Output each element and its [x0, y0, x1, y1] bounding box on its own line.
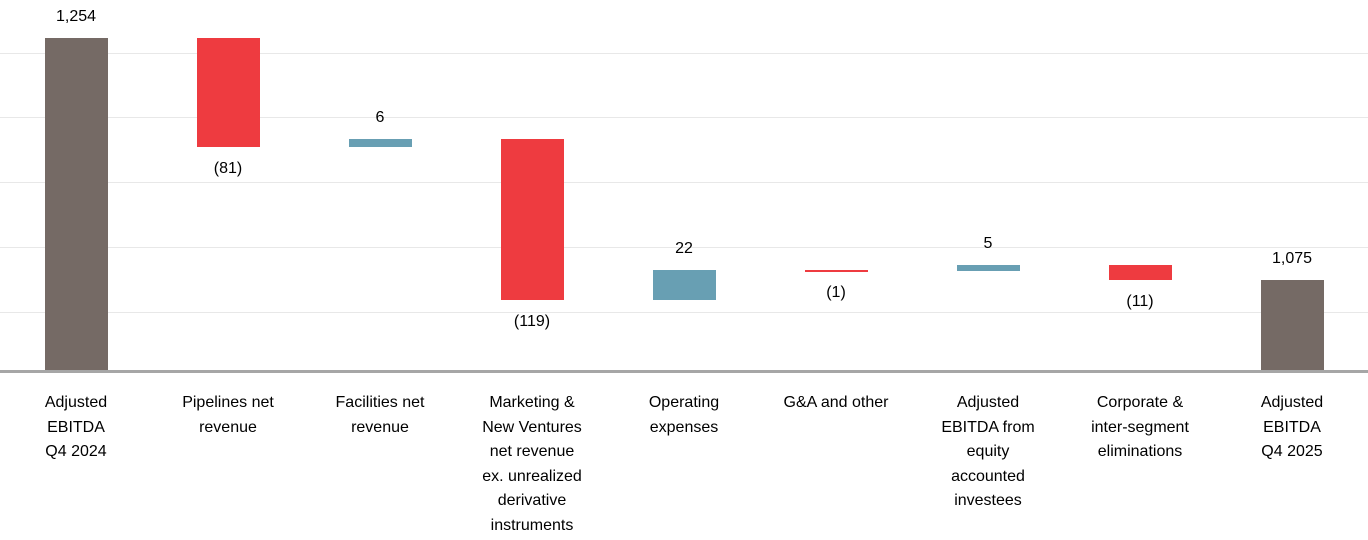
x-axis-line [0, 370, 1368, 373]
gridline [0, 311, 1368, 313]
category-label-pipelines-net-revenue: Pipelines net revenue [182, 394, 274, 436]
waterfall-bar-corporate-intersegment-eliminations [1108, 264, 1172, 280]
category-label-marketing-new-ventures-net-revenue: Marketing & New Ventures net revenue ex.… [482, 394, 582, 534]
waterfall-bar-marketing-new-ventures-net-revenue [500, 139, 564, 300]
value-label-marketing-new-ventures-net-revenue: (119) [513, 312, 551, 330]
value-label-adjusted-ebitda-q4-2025: 1,075 [1271, 249, 1313, 267]
waterfall-bar-operating-expenses [652, 270, 716, 300]
value-label-corporate-intersegment-eliminations: (11) [1126, 292, 1154, 310]
value-label-operating-expenses: 22 [675, 240, 693, 258]
waterfall-bar-adjusted-ebitda-q4-2024 [44, 37, 108, 370]
category-label-adjusted-ebitda-q4-2025: Adjusted EBITDA Q4 2025 [1260, 394, 1324, 460]
waterfall-bar-adjusted-ebitda-q4-2025 [1260, 279, 1324, 370]
value-label-adjusted-ebitda-q4-2024: 1,254 [55, 7, 97, 25]
gridline [0, 117, 1368, 119]
category-label-adjusted-ebitda-q4-2024: Adjusted EBITDA Q4 2024 [44, 394, 108, 460]
value-label-facilities-net-revenue: 6 [375, 109, 385, 127]
waterfall-bar-adjusted-ebitda-equity-investees [956, 264, 1020, 272]
waterfall-bar-facilities-net-revenue [348, 139, 412, 148]
category-label-ga-and-other: G&A and other [783, 394, 889, 411]
value-label-pipelines-net-revenue: (81) [213, 160, 243, 178]
category-label-adjusted-ebitda-equity-investees: Adjusted EBITDA from equity accounted in… [941, 394, 1035, 509]
gridline [0, 247, 1368, 248]
waterfall-bar-ga-and-other [804, 270, 868, 273]
category-label-corporate-intersegment-eliminations: Corporate & inter-segment eliminations [1091, 394, 1189, 460]
category-label-facilities-net-revenue: Facilities net revenue [335, 394, 425, 436]
value-label-ga-and-other: (1) [826, 284, 846, 302]
value-label-adjusted-ebitda-equity-investees: 5 [983, 234, 993, 252]
gridline [0, 182, 1368, 184]
gridline [0, 52, 1368, 54]
waterfall-bar-pipelines-net-revenue [196, 37, 260, 148]
category-label-operating-expenses: Operating expenses [648, 394, 720, 436]
